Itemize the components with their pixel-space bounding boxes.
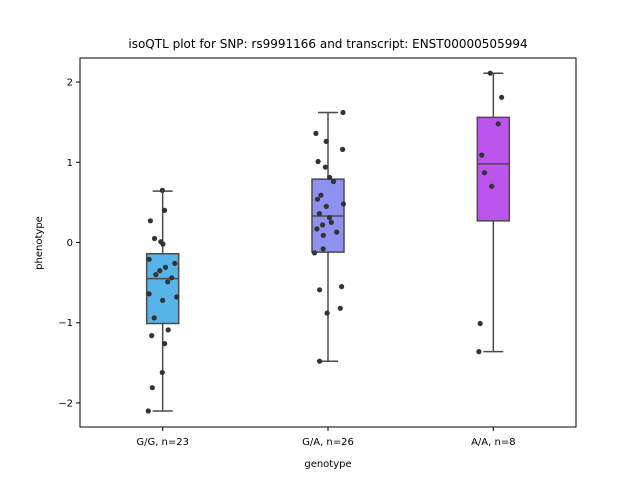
data-point [326,215,333,221]
y-tick-label: −1 [58,318,73,329]
data-point [313,130,319,136]
data-point [340,109,346,116]
data-point [479,152,485,158]
data-point [339,284,345,290]
y-tick-label: 2 [67,78,73,89]
data-point [317,287,323,293]
data-point [149,385,155,391]
data-point [477,320,483,327]
data-point [145,408,151,414]
data-point [320,222,326,228]
y-axis-label: phenotype [34,216,45,270]
data-point [160,297,166,303]
data-point [314,226,320,232]
data-point [487,70,493,76]
data-point [481,170,488,176]
x-tick-label: G/A, n=26 [302,437,354,448]
data-point [315,158,321,165]
data-point [311,250,318,256]
data-point [174,294,180,300]
genotype-group-2 [311,109,347,364]
data-point [499,94,505,100]
data-point [160,241,166,247]
data-point [151,235,158,242]
data-point [323,138,329,144]
plot-area [145,70,511,414]
data-point [330,178,337,185]
data-point [159,369,165,376]
data-point [165,327,171,333]
y-tick-label: 0 [67,238,73,249]
data-point [153,272,159,278]
data-point [162,341,168,347]
data-point [476,349,482,355]
data-point [489,183,495,189]
data-point [495,121,501,127]
data-point [327,174,333,181]
data-point [316,211,322,217]
y-tick-label: 1 [67,158,73,169]
data-point [149,333,155,339]
data-point [340,201,347,207]
data-point [320,246,326,252]
data-point [162,207,168,213]
data-point [322,164,328,170]
data-point [337,305,343,311]
x-tick-label: A/A, n=8 [471,437,516,448]
y-tick-label: −2 [58,398,73,409]
data-point [323,203,329,209]
data-point [318,192,324,198]
data-point [169,275,175,281]
data-point [146,291,152,297]
data-point [324,310,330,316]
data-point [147,218,153,224]
data-point [162,264,169,270]
data-point [328,219,334,225]
data-point [157,268,163,274]
data-point [320,232,326,238]
genotype-group-3 [476,70,511,355]
axes: G/G, n=23 G/A, n=26 A/A, n=8 −2 −1 0 1 2 [58,78,515,448]
data-point [314,196,321,202]
genotype-group-1 [145,187,180,414]
data-point [159,187,165,193]
iqr-box [476,116,511,222]
data-point [317,358,323,364]
data-point [334,229,340,235]
x-tick-label: G/G, n=23 [136,437,189,448]
data-point [172,260,178,266]
data-point [146,256,152,262]
data-point [151,315,157,321]
data-point [165,279,171,285]
chart-title: isoQTL plot for SNP: rs9991166 and trans… [128,37,527,51]
data-point [340,146,346,152]
x-axis-label: genotype [304,459,351,470]
